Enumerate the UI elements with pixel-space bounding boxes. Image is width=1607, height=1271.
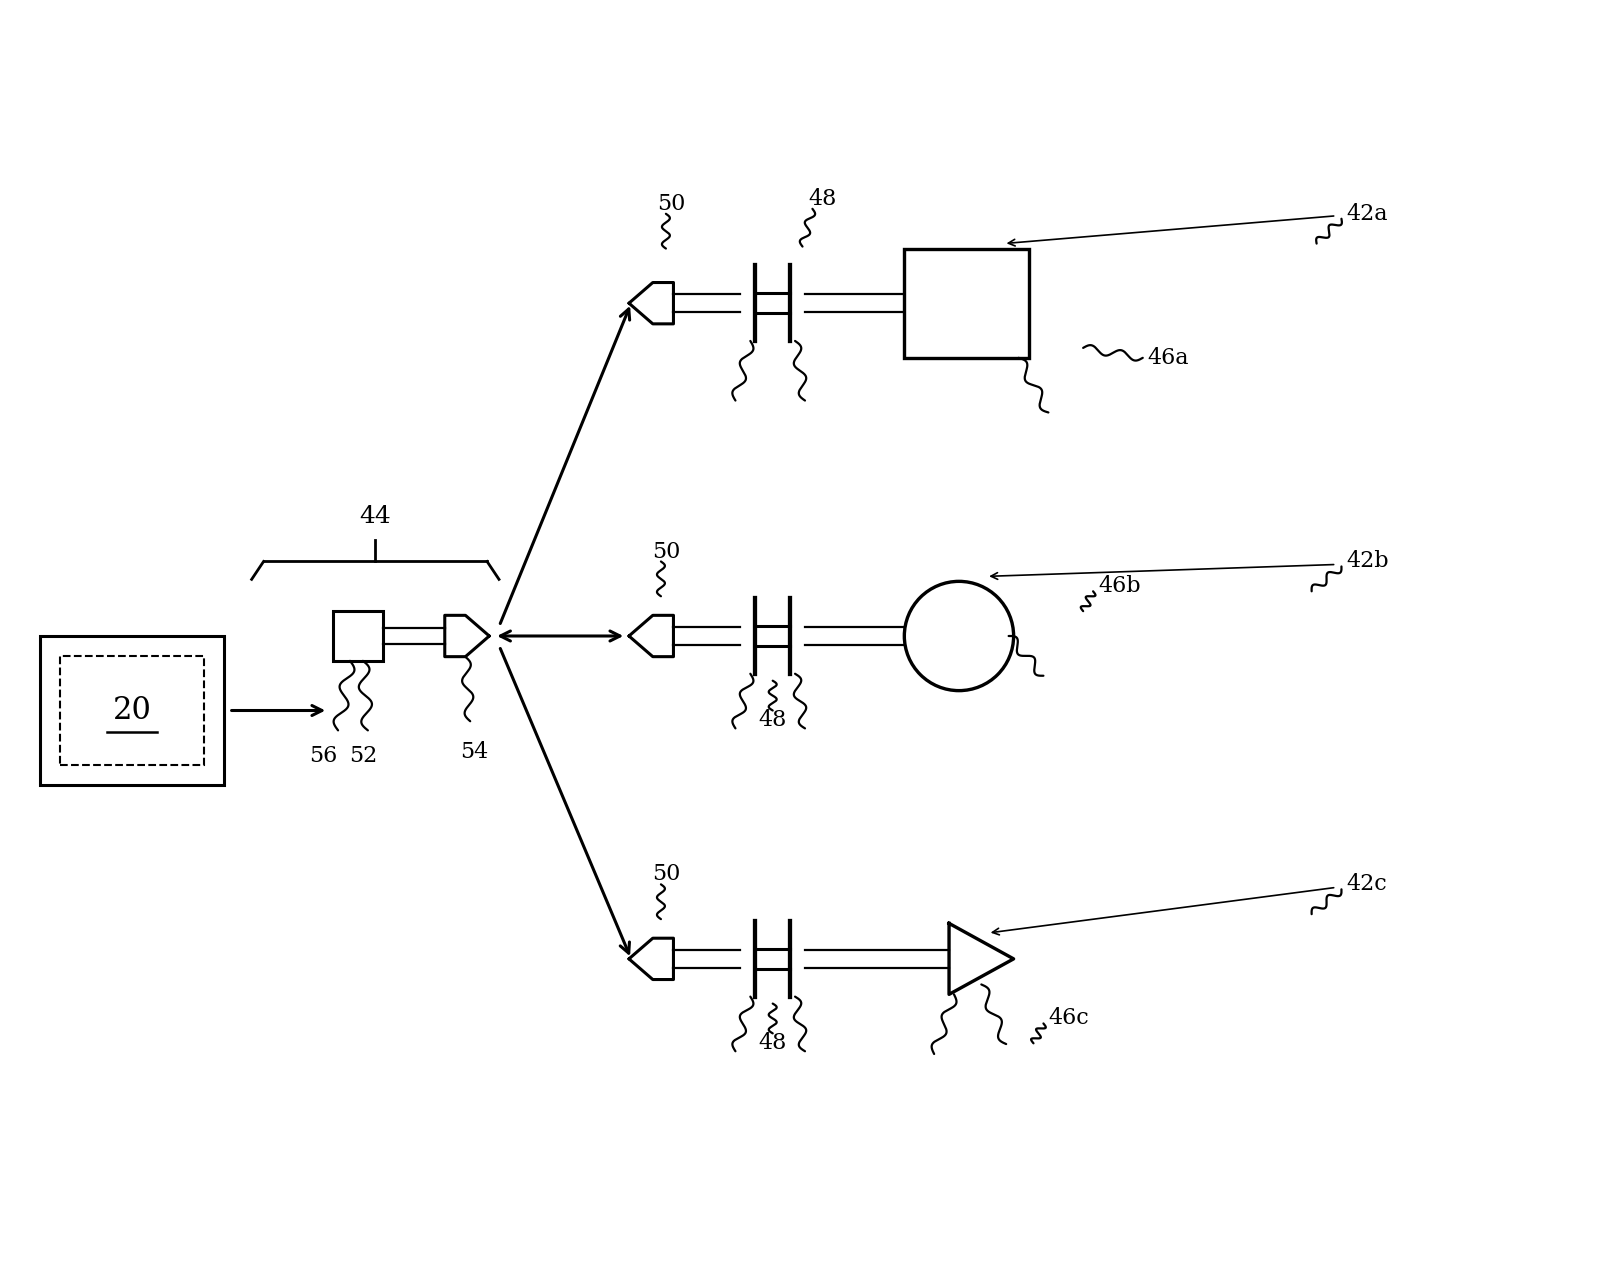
Text: 50: 50 [652,863,680,886]
Text: 20: 20 [112,695,151,726]
Text: 48: 48 [759,709,787,731]
FancyBboxPatch shape [905,249,1028,358]
Text: 56: 56 [309,745,337,768]
FancyBboxPatch shape [40,636,223,785]
Text: 42a: 42a [1347,203,1388,225]
Text: 54: 54 [460,741,489,763]
Text: 48: 48 [759,1032,787,1055]
Text: 42c: 42c [1347,873,1387,895]
Text: 48: 48 [808,188,837,210]
Text: 46c: 46c [1048,1008,1090,1030]
FancyBboxPatch shape [333,611,382,661]
Text: 52: 52 [349,745,378,768]
Text: 50: 50 [657,193,685,215]
Text: 46a: 46a [1147,347,1189,369]
Text: 50: 50 [652,540,680,563]
Text: 46b: 46b [1098,576,1141,597]
Text: 42b: 42b [1347,550,1388,572]
Text: 44: 44 [360,506,391,529]
